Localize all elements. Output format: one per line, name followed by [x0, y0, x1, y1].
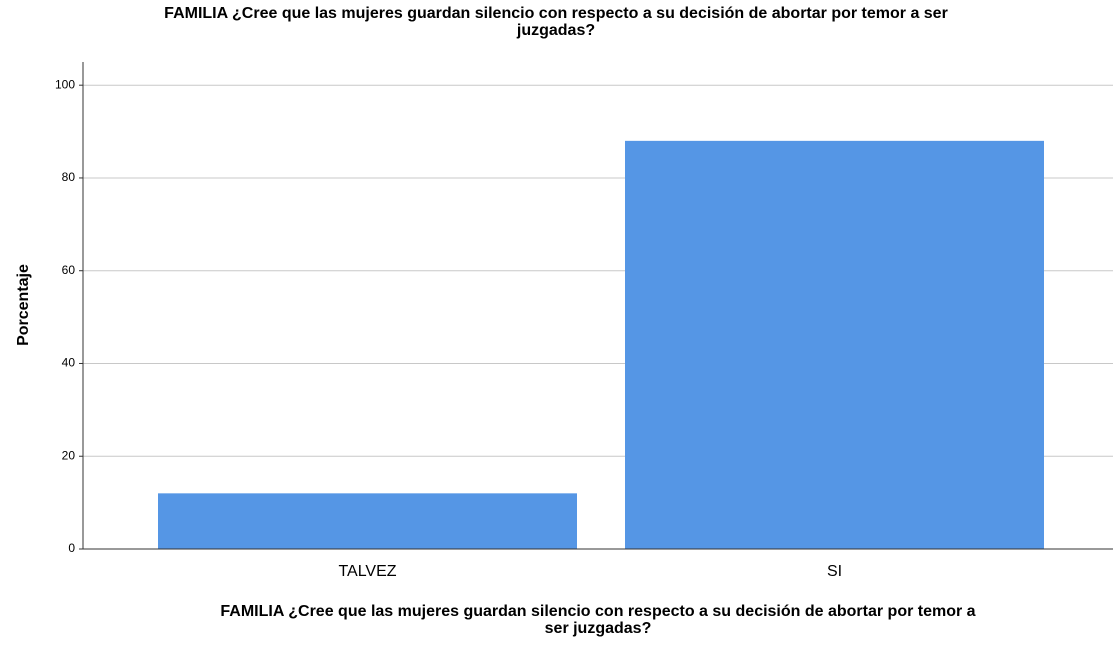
y-tick-label: 0: [68, 541, 75, 555]
y-tick-label: 60: [62, 263, 76, 277]
x-axis-label: FAMILIA ¿Cree que las mujeres guardan si…: [220, 603, 975, 620]
y-tick-label: 20: [62, 448, 76, 462]
y-tick-label: 40: [62, 356, 76, 370]
y-tick-label: 100: [55, 77, 75, 91]
chart-title: FAMILIA ¿Cree que las mujeres guardan si…: [164, 5, 948, 22]
chart-title: juzgadas?: [516, 22, 595, 39]
y-tick-label: 80: [62, 170, 76, 184]
bar: [625, 140, 1044, 549]
y-axis-label: Porcentaje: [15, 264, 32, 346]
bar: [158, 493, 577, 549]
x-axis-label: ser juzgadas?: [545, 620, 652, 637]
x-tick-label: SI: [827, 563, 842, 580]
x-tick-label: TALVEZ: [338, 563, 396, 580]
